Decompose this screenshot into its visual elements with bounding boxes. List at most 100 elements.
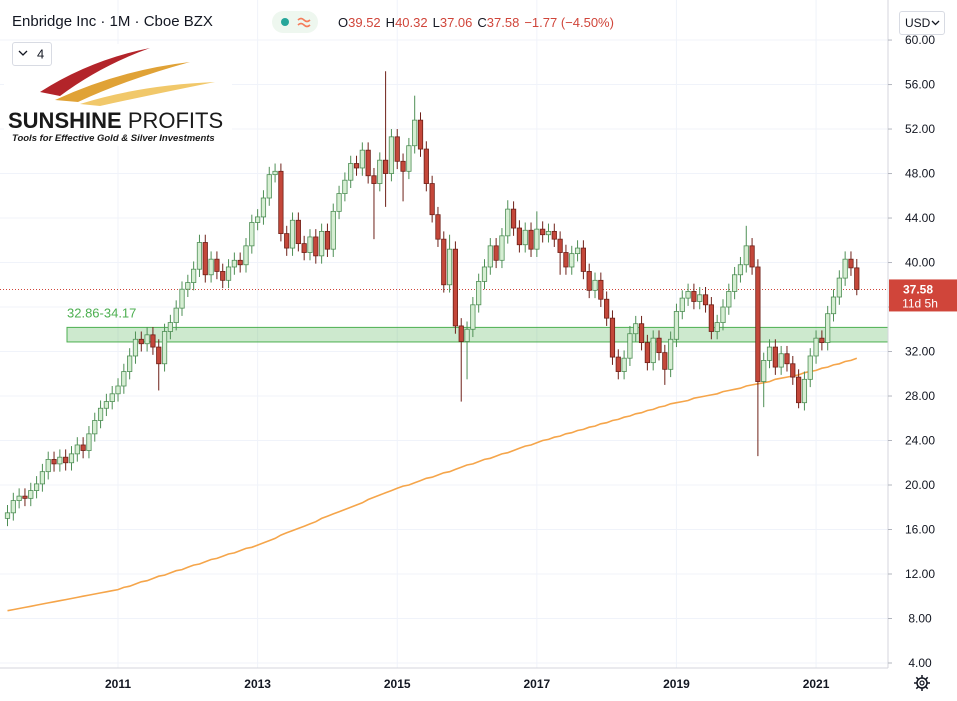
status-icons — [281, 17, 311, 28]
candle-body — [68, 453, 75, 464]
candle-body — [377, 159, 383, 184]
candle-body — [604, 298, 610, 319]
indicators-icons: 4 — [18, 47, 44, 62]
candle-body — [92, 420, 98, 435]
candle-body — [28, 490, 34, 499]
bar-countdown: 11d 5h — [902, 296, 938, 310]
candle-body — [452, 248, 459, 327]
y-tick-label: 28.00 — [905, 389, 935, 403]
candle-body — [353, 163, 360, 169]
plot: 32.86-34.17 — [0, 0, 889, 668]
indicators-toggle[interactable]: 4 — [12, 42, 52, 66]
currency-icons: USD — [905, 16, 940, 30]
candle-body — [173, 307, 179, 323]
candle-body — [650, 337, 656, 364]
candle-body — [295, 219, 301, 245]
candle-body — [167, 322, 173, 332]
candle-body — [813, 337, 819, 357]
candle-body — [63, 456, 69, 464]
candle-body — [16, 495, 22, 501]
candle-body — [627, 333, 633, 359]
candle-body — [685, 291, 691, 299]
y-tick-label: 56.00 — [905, 78, 935, 92]
logo-swoosh — [80, 82, 215, 106]
candle-body — [51, 459, 57, 465]
candle-body — [487, 245, 493, 268]
candle-body — [121, 371, 127, 387]
status-pill[interactable] — [272, 11, 318, 33]
logo-tagline: Tools for Effective Gold & Silver Invest… — [12, 133, 215, 144]
candle-body — [185, 282, 191, 290]
logo-name-second: PROFITS — [128, 108, 223, 133]
candle-body — [324, 230, 331, 250]
candle-body — [749, 245, 755, 268]
candle-body — [598, 279, 604, 300]
last-price-badge — [889, 279, 957, 312]
candle-body — [557, 238, 563, 253]
candle-body — [441, 238, 447, 286]
candle-body — [534, 228, 540, 250]
candle-body — [127, 355, 133, 372]
candle-body — [348, 163, 354, 181]
candle-body — [22, 495, 28, 499]
candle-body — [301, 243, 307, 253]
candle-body — [772, 346, 778, 368]
candle-body — [743, 245, 749, 266]
ohlc-change: −1.77 (−4.50%) — [524, 15, 614, 30]
candle-body — [522, 229, 528, 246]
candle-body — [266, 174, 272, 199]
candle-body — [371, 175, 377, 184]
x-tick-label: 2021 — [803, 677, 830, 691]
candle-body — [220, 271, 226, 281]
candle-body — [388, 136, 395, 174]
candle-body — [551, 230, 557, 240]
candle-body — [842, 258, 848, 279]
candle-body — [854, 267, 860, 290]
symbol-title[interactable]: Enbridge Inc · 1M · Cboe BZX — [12, 13, 213, 30]
candle-body — [284, 233, 290, 249]
ohlc-value: 37.58 — [486, 15, 520, 30]
indicator-count: 4 — [37, 47, 44, 62]
currency-select[interactable]: USD — [899, 11, 945, 35]
candle-body — [679, 297, 685, 312]
y-tick-label: 20.00 — [905, 478, 935, 492]
candle-body — [458, 325, 464, 342]
status-dot — [281, 18, 289, 26]
candle-body — [516, 227, 522, 246]
candle-body — [330, 210, 336, 250]
chevron — [931, 20, 940, 26]
candle-body — [510, 208, 517, 229]
candle-body — [528, 229, 534, 250]
candle-body — [115, 385, 121, 395]
candle-body — [45, 459, 51, 473]
candle-body — [231, 259, 237, 268]
candle-body — [4, 512, 11, 519]
candle-body — [470, 304, 476, 330]
candle-body — [481, 266, 488, 282]
candle-body — [383, 159, 389, 174]
candle-body — [668, 338, 674, 370]
candle-body — [574, 247, 581, 255]
logo-swoosh — [40, 48, 150, 96]
candle-body — [830, 296, 837, 315]
candle-body — [714, 322, 720, 332]
candle-body — [319, 230, 325, 257]
candle-body — [156, 346, 162, 365]
candle-body — [580, 247, 586, 272]
candle-body — [144, 334, 150, 345]
candle-body — [499, 235, 505, 261]
candle-body — [138, 338, 144, 345]
y-tick-label: 60.00 — [905, 33, 935, 47]
candle-body — [796, 376, 802, 404]
logo: SUNSHINE PROFITS Tools for Effective Gol… — [4, 44, 232, 146]
candle-body — [801, 378, 808, 404]
candle-body — [10, 500, 16, 514]
moving-average-line — [7, 357, 858, 612]
candle-body — [505, 208, 511, 237]
candle-body — [732, 274, 738, 292]
logo-name: SUNSHINE PROFITS — [8, 108, 223, 133]
candle-body — [237, 259, 243, 266]
settings-icon[interactable] — [914, 675, 930, 691]
candle-body — [109, 393, 115, 402]
candle-body — [202, 242, 208, 276]
